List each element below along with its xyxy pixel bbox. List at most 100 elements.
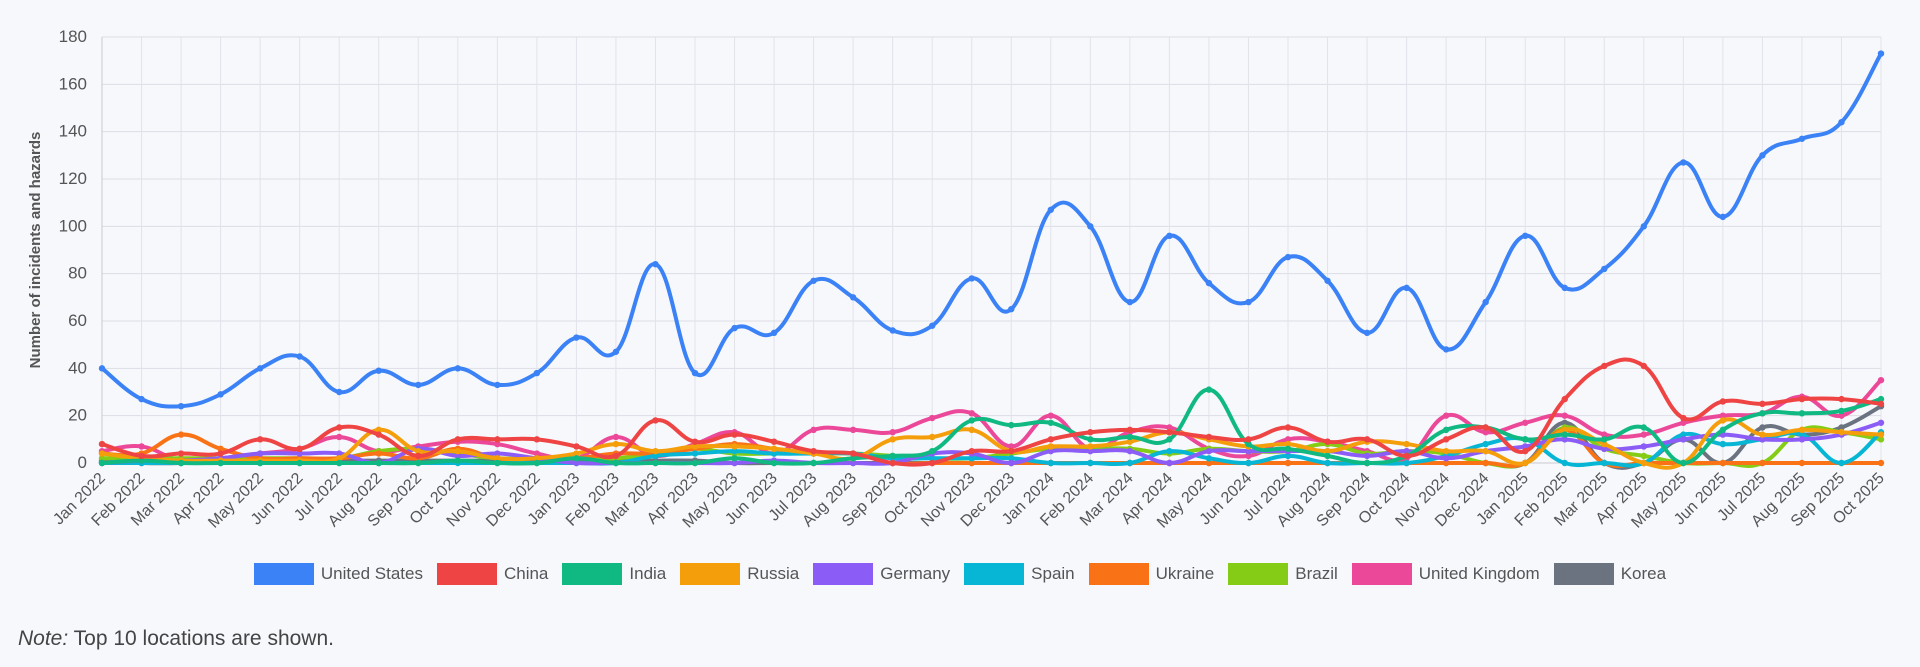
legend-item-russia[interactable]: Russia bbox=[680, 563, 799, 585]
data-point-germany bbox=[1403, 447, 1410, 455]
data-point-spain bbox=[1838, 459, 1845, 467]
data-point-china bbox=[1284, 424, 1292, 431]
data-point-spain bbox=[1126, 459, 1134, 467]
data-point-india bbox=[1087, 436, 1094, 443]
series-line-china bbox=[100, 357, 1883, 467]
data-point-germany bbox=[1640, 443, 1648, 450]
data-point-india bbox=[177, 459, 185, 467]
grid-layer bbox=[101, 36, 1882, 464]
data-point-united-states bbox=[968, 275, 975, 282]
series-layer bbox=[98, 50, 1885, 470]
data-point-ukraine bbox=[1877, 459, 1885, 467]
data-point-united-states bbox=[889, 327, 896, 334]
legend-item-korea[interactable]: Korea bbox=[1553, 563, 1666, 585]
data-point-united-states bbox=[1166, 232, 1173, 239]
data-point-germany bbox=[1798, 436, 1806, 443]
data-point-germany bbox=[336, 450, 343, 457]
data-point-china bbox=[810, 447, 817, 455]
data-point-united-states bbox=[1877, 50, 1885, 57]
data-point-united-kingdom bbox=[1522, 419, 1529, 426]
y-tick-label: 60 bbox=[68, 311, 87, 330]
data-point-spain bbox=[1008, 455, 1015, 462]
data-point-china bbox=[1245, 436, 1252, 443]
data-point-china bbox=[296, 445, 303, 452]
data-point-china bbox=[1877, 400, 1885, 408]
data-point-united-states bbox=[1522, 232, 1529, 239]
legend-item-spain[interactable]: Spain bbox=[964, 563, 1075, 585]
data-point-spain bbox=[1205, 455, 1213, 462]
data-point-united-kingdom bbox=[968, 410, 975, 417]
data-point-spain bbox=[1087, 459, 1094, 467]
data-point-united-states bbox=[177, 403, 185, 410]
data-point-united-states bbox=[1561, 284, 1568, 292]
legend-label: Germany bbox=[880, 564, 951, 583]
data-point-united-states bbox=[849, 294, 857, 301]
data-point-china bbox=[415, 452, 422, 460]
data-point-russia bbox=[336, 455, 343, 462]
data-point-spain bbox=[1324, 459, 1331, 467]
data-point-united-states bbox=[138, 395, 145, 403]
data-point-germany bbox=[1877, 419, 1885, 426]
data-point-ukraine bbox=[177, 431, 185, 438]
y-tick-label: 100 bbox=[59, 216, 87, 235]
data-point-germany bbox=[1245, 447, 1252, 455]
data-point-india bbox=[929, 447, 936, 455]
data-point-china bbox=[1482, 424, 1489, 431]
data-point-china bbox=[177, 450, 185, 457]
legend-item-ukraine[interactable]: Ukraine bbox=[1088, 563, 1214, 585]
data-point-china bbox=[1838, 395, 1845, 403]
legend-item-germany[interactable]: Germany bbox=[813, 563, 950, 585]
data-point-russia bbox=[1798, 426, 1806, 434]
data-point-india bbox=[691, 459, 699, 467]
data-point-russia bbox=[1877, 431, 1885, 438]
data-point-united-kingdom bbox=[849, 426, 857, 434]
data-point-united-states bbox=[1126, 298, 1134, 306]
series-line-russia bbox=[100, 417, 1883, 470]
legend-label: Spain bbox=[1031, 564, 1075, 583]
data-point-india bbox=[1522, 436, 1529, 443]
data-point-ukraine bbox=[1482, 459, 1489, 467]
data-point-united-states bbox=[573, 334, 580, 341]
y-tick-label: 140 bbox=[59, 122, 87, 141]
data-point-russia bbox=[494, 455, 501, 462]
data-point-united-kingdom bbox=[1442, 412, 1450, 419]
legend-item-united-kingdom[interactable]: United Kingdom bbox=[1351, 563, 1540, 585]
legend-item-china[interactable]: China bbox=[436, 563, 548, 585]
data-point-united-states bbox=[1759, 152, 1766, 159]
data-point-india bbox=[1245, 440, 1252, 448]
data-point-india bbox=[889, 452, 896, 460]
data-point-united-states bbox=[1245, 298, 1252, 306]
data-point-korea bbox=[1838, 424, 1845, 431]
data-point-germany bbox=[1759, 436, 1766, 443]
data-point-united-kingdom bbox=[1245, 452, 1252, 460]
data-point-china bbox=[1047, 436, 1055, 443]
data-point-india bbox=[1601, 436, 1608, 443]
data-point-russia bbox=[1561, 426, 1568, 434]
data-point-china bbox=[138, 452, 145, 460]
data-point-russia bbox=[889, 436, 896, 443]
legend-label: Russia bbox=[747, 564, 800, 583]
legend-item-brazil[interactable]: Brazil bbox=[1228, 563, 1338, 585]
legend-item-united-states[interactable]: United States bbox=[253, 563, 423, 585]
data-point-ukraine bbox=[217, 445, 224, 452]
data-point-india bbox=[98, 459, 106, 467]
data-point-germany bbox=[1047, 447, 1055, 455]
data-point-china bbox=[1759, 400, 1766, 408]
data-point-china bbox=[1363, 436, 1371, 443]
data-point-united-kingdom bbox=[1008, 443, 1015, 450]
data-point-germany bbox=[849, 459, 857, 467]
note-text: Top 10 locations are shown. bbox=[68, 627, 334, 650]
data-point-china bbox=[968, 447, 975, 455]
data-point-germany bbox=[1363, 452, 1371, 460]
data-point-spain bbox=[1719, 440, 1727, 448]
y-tick-label: 80 bbox=[68, 264, 87, 283]
data-point-united-states bbox=[217, 391, 224, 398]
legend-item-india[interactable]: India bbox=[562, 563, 666, 585]
data-point-russia bbox=[1324, 447, 1331, 455]
data-point-india bbox=[849, 455, 857, 462]
data-point-united-states bbox=[415, 381, 422, 389]
legend-swatch bbox=[1228, 563, 1289, 585]
data-point-spain bbox=[691, 450, 699, 457]
data-point-spain bbox=[731, 447, 738, 455]
data-point-united-kingdom bbox=[1680, 419, 1687, 426]
